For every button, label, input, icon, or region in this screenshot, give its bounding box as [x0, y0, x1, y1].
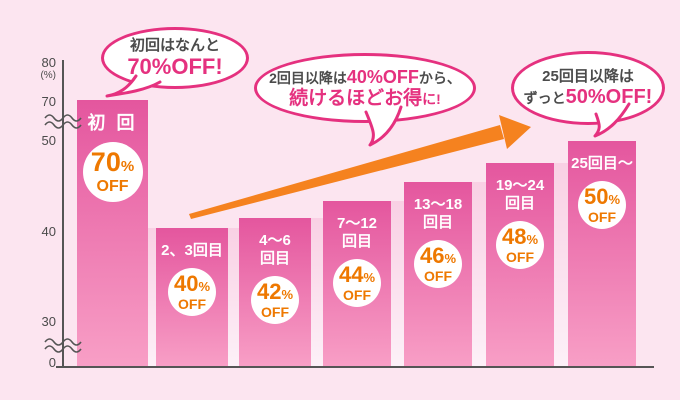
bar-column: 7〜12 回目 44% OFF [323, 201, 391, 367]
bar-label-line: 回目 [504, 195, 535, 212]
discount-badge: 70% OFF [82, 142, 143, 202]
bar-label-line: 7〜12 [336, 215, 378, 232]
badge-off-label: OFF [588, 208, 616, 225]
x-axis-line [56, 366, 654, 368]
bar-gap-strip [228, 228, 239, 367]
discount-badge: 40% OFF [168, 268, 216, 316]
bar-gap-strip [554, 163, 568, 367]
y-axis-line [62, 60, 64, 367]
bar-label: 2、3回目 [161, 242, 223, 260]
speech-bubble-middle: 2回目以降は40%OFFから、 続けるほどお得に! [254, 53, 476, 123]
badge-off-label: OFF [96, 177, 129, 195]
bar-column: 25回目〜 50% OFF [568, 141, 636, 367]
axis-break-icon [44, 338, 82, 353]
bar-column: 13〜18 回目 46% OFF [404, 182, 472, 367]
bar-gap-strip [391, 201, 404, 367]
bubble-accent-text: ずっと50%OFF! [523, 85, 653, 108]
discount-badge: 48% OFF [496, 221, 544, 269]
bar-label: 4〜6 回目 [259, 232, 291, 268]
badge-percent: 48% [501, 223, 539, 249]
bar-column: 初 回 70% OFF [77, 100, 148, 367]
discount-badge: 44% OFF [333, 259, 381, 307]
bubble-text: 初回はなんと [129, 37, 220, 54]
bubble-accent-text: 70%OFF! [127, 54, 223, 79]
badge-off-label: OFF [424, 267, 452, 284]
bar-label: 初 回 [87, 114, 137, 132]
bar-column: 4〜6 回目 42% OFF [239, 218, 311, 367]
badge-off-label: OFF [506, 248, 534, 265]
y-tick-label: 30 [41, 314, 56, 329]
y-tick-label: 70 [41, 94, 56, 109]
bar-label-line: 回目 [341, 233, 372, 250]
bar-label-line: 回目 [422, 214, 453, 231]
bar-gap-strip [148, 228, 156, 367]
bar-column: 2、3回目 40% OFF [156, 228, 228, 367]
y-tick-label: 80 [41, 55, 56, 70]
bar-label-line: 19〜24 [495, 177, 545, 194]
y-tick-label: 40 [41, 224, 56, 239]
discount-badge: 46% OFF [414, 240, 462, 288]
badge-off-label: OFF [178, 295, 206, 312]
bar-label-line: 13〜18 [413, 196, 463, 213]
badge-percent: 70% [90, 146, 135, 177]
speech-bubble-right: 25回目以降は ずっと50%OFF! [511, 51, 665, 125]
discount-badge: 42% OFF [251, 276, 299, 324]
bubble-text: 2回目以降は40%OFFから、 [269, 66, 461, 87]
y-tick-label: 50 [41, 133, 56, 148]
bubble-text: 25回目以降は [542, 67, 634, 85]
axis-break-icon [44, 114, 82, 129]
bar-label: 13〜18 回目 [414, 196, 462, 232]
badge-percent: 40% [173, 270, 211, 296]
bar-label-line: 25回目〜 [571, 155, 633, 172]
badge-percent: 46% [419, 242, 457, 268]
bar-gap-strip [472, 182, 486, 367]
bar-label-line: 4〜6 [259, 232, 291, 249]
bar-label: 19〜24 回目 [496, 177, 544, 213]
badge-percent: 50% [583, 183, 621, 209]
badge-off-label: OFF [261, 303, 289, 320]
bar-label: 7〜12 回目 [337, 215, 377, 251]
bubble-accent-text: 続けるほどお得に! [289, 87, 441, 109]
bar-gap-strip [311, 218, 323, 367]
y-axis-unit-label: (%) [40, 70, 56, 81]
y-tick-label: 0 [48, 355, 56, 370]
badge-percent: 44% [338, 261, 376, 287]
speech-bubble-first: 初回はなんと 70%OFF! [101, 27, 249, 89]
bar-label-line: 2、3回目 [161, 242, 223, 259]
badge-off-label: OFF [343, 286, 371, 303]
bar-label-line: 回目 [259, 250, 290, 267]
bar-label-line: 初 回 [87, 113, 138, 133]
discount-badge: 50% OFF [578, 181, 626, 229]
badge-percent: 42% [256, 278, 294, 304]
bar-label: 25回目〜 [571, 155, 633, 173]
bar-column: 19〜24 回目 48% OFF [486, 163, 554, 367]
